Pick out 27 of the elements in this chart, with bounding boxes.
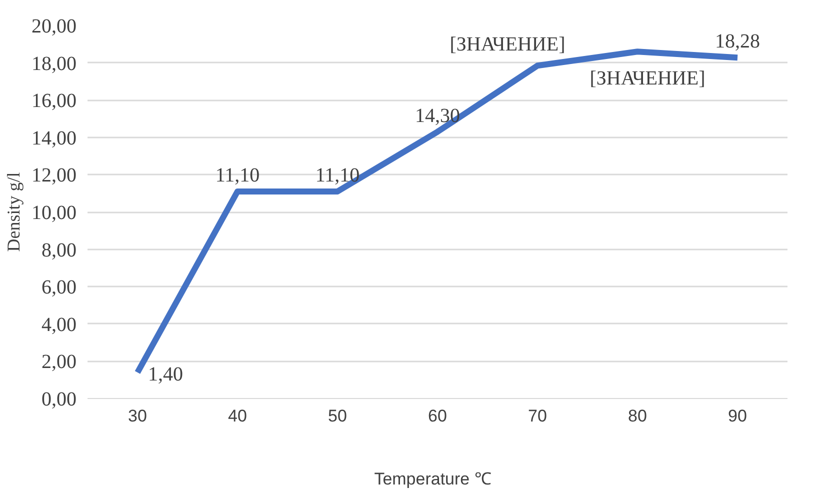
y-tick-label: 14,00 (32, 127, 76, 150)
data-label: 11,10 (315, 164, 360, 186)
y-tick-label: 6,00 (42, 276, 76, 299)
y-tick-label: 2,00 (42, 351, 76, 374)
x-tick-label: 40 (228, 406, 247, 426)
data-label: [ЗНАЧЕНИЕ] (450, 34, 566, 56)
data-label: 18,28 (715, 30, 760, 53)
y-tick-label: 18,00 (32, 52, 76, 75)
y-tick-label: 12,00 (32, 164, 76, 187)
x-tick-label: 60 (428, 406, 447, 426)
y-tick-label: 20,00 (32, 16, 76, 38)
data-label: [ЗНАЧЕНИЕ] (590, 68, 706, 90)
y-tick-label: 0,00 (42, 388, 76, 410)
y-tick-label: 10,00 (32, 202, 76, 224)
data-label: 14,30 (415, 104, 460, 127)
y-axis-title: Density g/l (4, 172, 24, 252)
y-tick-label: 16,00 (32, 90, 76, 112)
data-label: 11,10 (215, 164, 260, 186)
x-tick-label: 90 (728, 406, 747, 426)
x-tick-label: 50 (328, 406, 347, 426)
y-tick-label: 8,00 (42, 239, 76, 262)
x-tick-label: 80 (628, 406, 647, 426)
y-tick-label: 4,00 (42, 314, 76, 336)
x-tick-label: 30 (128, 406, 147, 426)
data-label: 1,40 (148, 363, 183, 386)
x-axis-title: Temperature ℃ (374, 470, 492, 488)
x-tick-label: 70 (528, 406, 547, 426)
